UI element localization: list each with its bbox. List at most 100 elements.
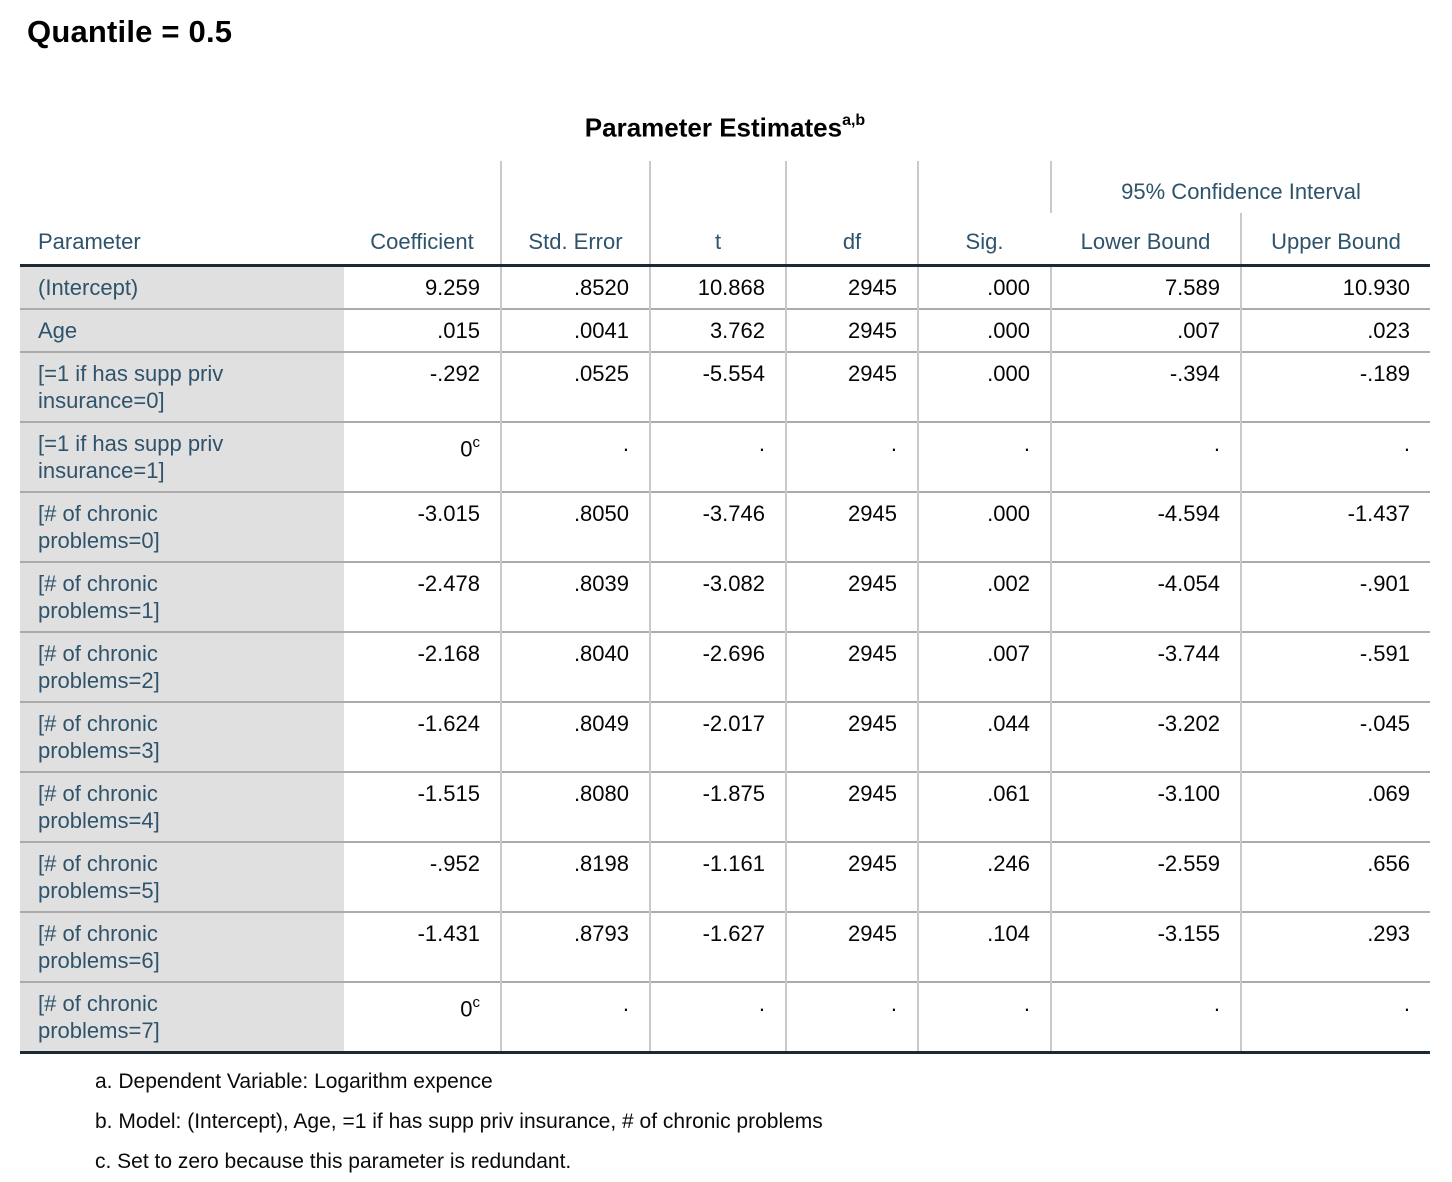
upper-bound-cell: .023	[1239, 308, 1431, 352]
coefficient-cell: 9.259	[424, 274, 480, 300]
t-cell: -3.746	[649, 491, 786, 562]
df-cell: 2945	[785, 265, 918, 309]
sig-cell: .	[917, 981, 1051, 1053]
table-row: [# of chronic problems=1] -2.478 .8039 -3.0…	[20, 561, 1431, 632]
sig-cell: .	[917, 421, 1051, 492]
std-error-cell: .	[500, 421, 650, 492]
table-row: [# of chronic problems=6] -1.431 .8793 -1.6…	[20, 911, 1431, 982]
parameter-cell: [=1 if has supp priv insurance=0]	[20, 351, 344, 422]
parameter-cell: [# of chronic problems=5]	[20, 841, 344, 912]
upper-bound-cell: .656	[1239, 841, 1431, 912]
parameter-cell: Age	[20, 308, 344, 352]
parameter-estimates-section: Parameter Estimatesa,b Parameter Coeffic…	[20, 106, 1431, 1182]
std-error-cell: .0041	[500, 308, 650, 352]
std-error-cell: .8198	[500, 841, 650, 912]
redundant-superscript: c	[472, 993, 481, 1011]
footnote-a: a. Dependent Variable: Logarithm expence	[95, 1069, 493, 1093]
upper-bound-cell: .	[1239, 981, 1431, 1053]
df-cell: 2945	[785, 561, 918, 632]
col-header-parameter: Parameter	[38, 228, 141, 254]
coefficient-cell: -.292	[429, 360, 480, 386]
col-header-confidence-interval: 95% Confidence Interval	[1049, 160, 1431, 213]
lower-bound-cell: -3.202	[1050, 701, 1241, 772]
lower-bound-cell: -.394	[1050, 351, 1241, 422]
upper-bound-cell: -.591	[1239, 631, 1431, 702]
footnotes: a. Dependent Variable: Logarithm expence…	[95, 1062, 1430, 1182]
col-header-sig: Sig.	[917, 160, 1051, 266]
df-cell: .	[785, 421, 918, 492]
sig-cell: .246	[917, 841, 1051, 912]
df-cell: 2945	[785, 701, 918, 772]
parameter-cell: [=1 if has supp priv insurance=1]	[20, 421, 344, 492]
table-title: Parameter Estimatesa,b	[20, 106, 1430, 145]
footnote-b: b. Model: (Intercept), Age, =1 if has su…	[95, 1109, 823, 1133]
sig-cell: .000	[917, 265, 1051, 309]
table-header: Parameter Coefficient Std. Error t df Si…	[20, 160, 1431, 266]
table-row: Age .015 .0041 3.762 2945.000.007.023	[20, 308, 1431, 352]
t-cell: -2.696	[649, 631, 786, 702]
upper-bound-cell: -.901	[1239, 561, 1431, 632]
upper-bound-cell: -.189	[1239, 351, 1431, 422]
table-row: [# of chronic problems=0] -3.015 .8050 -3.7…	[20, 491, 1431, 562]
lower-bound-cell: -2.559	[1050, 841, 1241, 912]
df-cell: 2945	[785, 911, 918, 982]
coefficient-cell: .015	[437, 317, 480, 343]
table-row: [=1 if has supp priv insurance=1] 0c.....…	[20, 421, 1431, 492]
col-header-coefficient: Coefficient	[370, 228, 474, 254]
df-cell: .	[785, 981, 918, 1053]
col-header-upper-bound: Upper Bound	[1239, 212, 1431, 266]
t-cell: -2.017	[649, 701, 786, 772]
std-error-cell: .8080	[500, 771, 650, 842]
lower-bound-cell: -4.054	[1050, 561, 1241, 632]
lower-bound-cell: .	[1050, 421, 1241, 492]
parameter-cell: (Intercept)	[20, 265, 344, 309]
parameter-cell: [# of chronic problems=0]	[20, 491, 344, 562]
footnote-c: c. Set to zero because this parameter is…	[95, 1149, 572, 1173]
std-error-cell: .0525	[500, 351, 650, 422]
t-cell: -1.161	[649, 841, 786, 912]
sig-cell: .007	[917, 631, 1051, 702]
t-cell: 3.762	[649, 308, 786, 352]
t-cell: -1.875	[649, 771, 786, 842]
upper-bound-cell: 10.930	[1239, 265, 1431, 309]
t-cell: .	[649, 981, 786, 1053]
upper-bound-cell: -.045	[1239, 701, 1431, 772]
coefficient-cell: -1.515	[417, 780, 480, 806]
coefficient-cell: -1.431	[417, 920, 480, 946]
coefficient-cell: -.952	[429, 850, 480, 876]
lower-bound-cell: 7.589	[1050, 265, 1241, 309]
sig-cell: .061	[917, 771, 1051, 842]
coefficient-cell: -2.168	[417, 640, 480, 666]
t-cell: 10.868	[649, 265, 786, 309]
table-title-text: Parameter Estimates	[584, 112, 843, 143]
coefficient-cell: -3.015	[417, 500, 480, 526]
std-error-cell: .8040	[500, 631, 650, 702]
spss-output-page: Quantile = 0.5 Parameter Estimatesa,b Pa…	[0, 14, 1452, 1174]
std-error-cell: .8049	[500, 701, 650, 772]
sig-cell: .000	[917, 308, 1051, 352]
table-body: (Intercept) 9.259.8520 10.868 2945.000 7.589…	[20, 265, 1431, 1053]
upper-bound-cell: .069	[1239, 771, 1431, 842]
coefficient-cell: -1.624	[417, 710, 480, 736]
parameter-cell: [# of chronic problems=4]	[20, 771, 344, 842]
std-error-cell: .8793	[500, 911, 650, 982]
quantile-heading: Quantile = 0.5	[27, 14, 233, 49]
lower-bound-cell: -3.100	[1050, 771, 1241, 842]
parameter-estimates-table: Parameter Coefficient Std. Error t df Si…	[20, 160, 1431, 1054]
col-header-t: t	[649, 160, 786, 266]
std-error-cell: .	[500, 981, 650, 1053]
table-row: [# of chronic problems=3] -1.624 .8049 -2.0…	[20, 701, 1431, 772]
upper-bound-cell: .293	[1239, 911, 1431, 982]
lower-bound-cell: .	[1050, 981, 1241, 1053]
std-error-cell: .8520	[500, 265, 650, 309]
t-cell: -3.082	[649, 561, 786, 632]
parameter-cell: [# of chronic problems=6]	[20, 911, 344, 982]
t-cell: .	[649, 421, 786, 492]
redundant-superscript: c	[472, 433, 481, 451]
coefficient-cell: 0c	[460, 993, 481, 1021]
sig-cell: .002	[917, 561, 1051, 632]
lower-bound-cell: .007	[1050, 308, 1241, 352]
upper-bound-cell: -1.437	[1239, 491, 1431, 562]
col-header-lower-bound: Lower Bound	[1080, 228, 1211, 254]
df-cell: 2945	[785, 491, 918, 562]
